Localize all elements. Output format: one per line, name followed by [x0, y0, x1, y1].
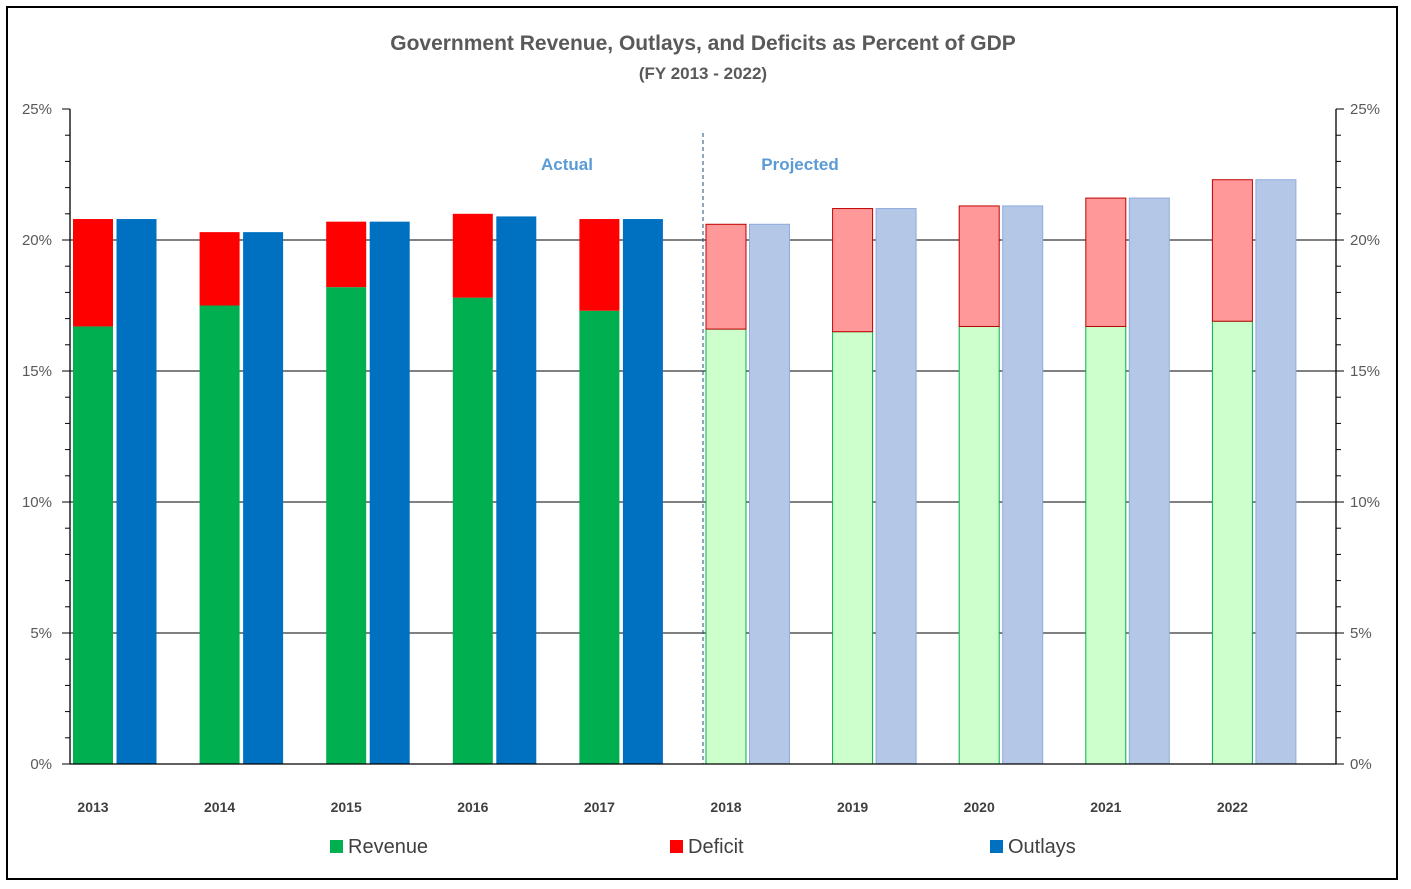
bar-deficit-2019	[832, 208, 874, 333]
bar-deficit-2016	[452, 213, 493, 298]
x-tick-label: 2014	[204, 799, 235, 815]
x-tick-label: 2013	[77, 799, 108, 815]
bar-revenue-2017	[579, 310, 620, 764]
y-tick-label-right: 0%	[1350, 756, 1372, 773]
x-tick-label: 2021	[1090, 799, 1121, 815]
y-tick-label-left: 10%	[22, 494, 52, 511]
bar-revenue-2014	[199, 305, 240, 764]
y-tick-label-left: 25%	[22, 101, 52, 118]
y-tick-label-right: 20%	[1350, 232, 1380, 249]
axes: 0% 0% 5% 5% 10% 10% 15% 15% 20% 20% 25% 25% 2013 2014…	[22, 101, 1380, 815]
chart-title: Government Revenue, Outlays, and Deficit…	[390, 32, 1016, 55]
x-tick-label: 2020	[964, 799, 995, 815]
bar-outlays-2017	[622, 219, 663, 765]
y-tick-label-left: 0%	[30, 756, 52, 773]
bar-outlays-2021	[1128, 197, 1170, 765]
bar-outlays-2020	[1002, 205, 1044, 765]
bar-outlays-2018	[749, 223, 790, 765]
legend-label-deficit: Deficit	[688, 836, 744, 858]
x-tick-label: 2016	[457, 799, 488, 815]
legend-label-outlays: Outlays	[1008, 836, 1076, 858]
y-tick-label-left: 5%	[30, 625, 52, 642]
x-tick-label: 2022	[1217, 799, 1248, 815]
legend: Revenue Deficit Outlays	[330, 836, 1076, 858]
y-tick-label-right: 10%	[1350, 494, 1380, 511]
bar-deficit-2017	[579, 219, 620, 311]
bars	[73, 179, 1297, 765]
bar-revenue-2018	[705, 328, 747, 765]
bar-deficit-2015	[326, 221, 367, 288]
bar-revenue-2019	[832, 331, 874, 765]
x-tick-label: 2018	[710, 799, 741, 815]
bar-revenue-2015	[326, 287, 367, 764]
chart-subtitle: (FY 2013 - 2022)	[639, 64, 767, 83]
y-tick-label-right: 25%	[1350, 101, 1380, 118]
x-tick-label: 2017	[584, 799, 615, 815]
bar-deficit-2014	[199, 232, 240, 306]
bar-deficit-2022	[1211, 179, 1253, 322]
x-tick-label: 2015	[331, 799, 362, 815]
bar-deficit-2018	[705, 223, 747, 330]
legend-swatch-deficit	[670, 840, 683, 853]
y-tick-label-left: 20%	[22, 232, 52, 249]
legend-swatch-outlays	[990, 840, 1003, 853]
y-tick-label-right: 5%	[1350, 625, 1372, 642]
bar-deficit-2013	[73, 219, 113, 327]
bar-outlays-2022	[1255, 179, 1297, 765]
bar-revenue-2016	[452, 297, 493, 764]
bar-revenue-2021	[1085, 325, 1127, 765]
legend-swatch-revenue	[330, 840, 343, 853]
bar-outlays-2015	[369, 221, 410, 764]
bar-outlays-2014	[243, 232, 284, 764]
annotation-actual: Actual	[541, 155, 593, 174]
bar-outlays-2016	[496, 216, 537, 765]
annotation-projected: Projected	[761, 155, 838, 174]
bar-revenue-2022	[1211, 320, 1253, 765]
x-tick-label: 2019	[837, 799, 868, 815]
bar-revenue-2013	[73, 326, 113, 764]
bar-outlays-2019	[875, 208, 917, 765]
legend-label-revenue: Revenue	[348, 836, 428, 858]
bar-outlays-2013	[116, 219, 157, 765]
bar-deficit-2021	[1085, 197, 1127, 327]
y-tick-label-left: 15%	[22, 363, 52, 380]
bar-deficit-2020	[958, 205, 1000, 327]
y-tick-label-right: 15%	[1350, 363, 1380, 380]
bar-revenue-2020	[958, 325, 1000, 765]
